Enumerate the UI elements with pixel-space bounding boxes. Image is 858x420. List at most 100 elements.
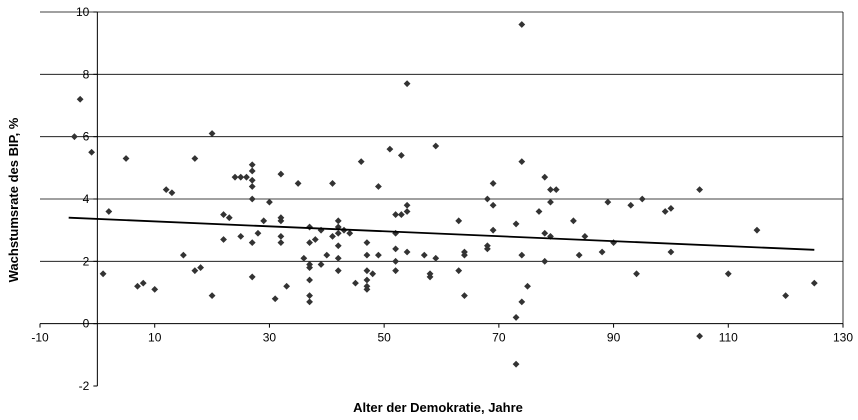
data-point (151, 285, 159, 293)
data-point (346, 229, 354, 237)
data-point (99, 270, 107, 278)
data-point (724, 270, 732, 278)
data-point (317, 261, 325, 268)
data-point (88, 148, 96, 156)
x-tick-label: -10 (31, 331, 49, 345)
data-point (306, 264, 313, 271)
data-point (392, 257, 400, 265)
data-point (575, 251, 583, 259)
data-point (248, 167, 256, 175)
data-point (432, 142, 440, 150)
data-point (266, 198, 273, 206)
data-point (243, 173, 250, 181)
data-point (782, 292, 790, 300)
data-point (134, 282, 141, 290)
data-point (334, 229, 342, 237)
data-point (208, 292, 216, 300)
data-point (518, 298, 526, 306)
data-point (248, 273, 256, 281)
x-tick-label: 10 (148, 331, 162, 345)
data-point (461, 251, 468, 259)
y-tick-label: 8 (83, 67, 90, 81)
data-point (541, 257, 549, 265)
data-point (191, 155, 199, 162)
data-point (552, 186, 560, 194)
data-point (541, 229, 549, 237)
data-point (71, 133, 78, 141)
trendline (68, 216, 815, 251)
data-point (375, 183, 382, 190)
data-point (369, 270, 377, 278)
trendline-layer (68, 216, 815, 251)
data-point (334, 217, 342, 225)
data-point (208, 130, 216, 137)
data-point (225, 214, 233, 222)
data-points (71, 21, 818, 368)
y-tick-label: 4 (83, 192, 90, 206)
x-tick-label: 30 (263, 331, 277, 345)
data-point (461, 292, 468, 300)
data-point (306, 292, 313, 300)
data-point (277, 217, 285, 225)
data-point (541, 173, 549, 181)
data-point (283, 282, 291, 290)
data-point (277, 239, 285, 247)
data-point (547, 233, 554, 240)
data-point (76, 95, 84, 103)
y-axis-title: Wachstumsrate des BIP, % (6, 117, 21, 282)
data-point (294, 180, 302, 187)
data-point (363, 285, 371, 293)
data-point (334, 223, 342, 231)
x-tick-label: 130 (833, 331, 853, 345)
data-point (386, 145, 394, 153)
data-point (197, 264, 204, 271)
tick-labels: -2 0 2 4 6 8 10 -10 10 30 50 70 90 110 130 (31, 5, 853, 393)
data-point (392, 267, 400, 275)
data-point (547, 198, 554, 206)
data-point (512, 314, 520, 321)
data-point (403, 248, 411, 256)
data-point (237, 233, 245, 240)
data-point (598, 248, 606, 256)
data-point (329, 180, 336, 187)
data-point (696, 186, 704, 194)
data-point (667, 248, 675, 256)
data-point (638, 195, 646, 203)
data-point (220, 211, 227, 218)
data-point (260, 217, 268, 225)
data-point (122, 155, 130, 162)
data-point (237, 173, 245, 181)
data-point (311, 236, 319, 243)
data-point (524, 282, 531, 290)
x-tick-label: 110 (719, 331, 738, 345)
data-point (483, 245, 491, 253)
data-point (397, 211, 405, 218)
data-point (489, 201, 497, 209)
data-point (403, 201, 411, 209)
x-axis-title: Alter der Demokratie, Jahre (353, 400, 523, 415)
data-point (231, 173, 239, 181)
data-point (306, 223, 313, 231)
data-point (306, 276, 313, 284)
data-point (518, 21, 526, 28)
data-point (323, 251, 331, 259)
data-point (277, 170, 285, 178)
data-point (352, 279, 359, 287)
data-point (363, 276, 371, 284)
data-point (455, 217, 463, 225)
data-point (334, 254, 342, 262)
data-point (426, 270, 434, 278)
data-point (489, 226, 497, 234)
data-point (397, 151, 405, 159)
data-point (403, 80, 411, 88)
data-point (483, 195, 491, 203)
y-tick-label: 2 (83, 254, 90, 268)
data-point (363, 239, 371, 247)
x-tick-label: 70 (492, 331, 506, 345)
data-point (633, 270, 640, 278)
data-point (581, 233, 589, 240)
data-point (627, 201, 635, 209)
axes (39, 11, 844, 387)
data-point (248, 195, 256, 203)
